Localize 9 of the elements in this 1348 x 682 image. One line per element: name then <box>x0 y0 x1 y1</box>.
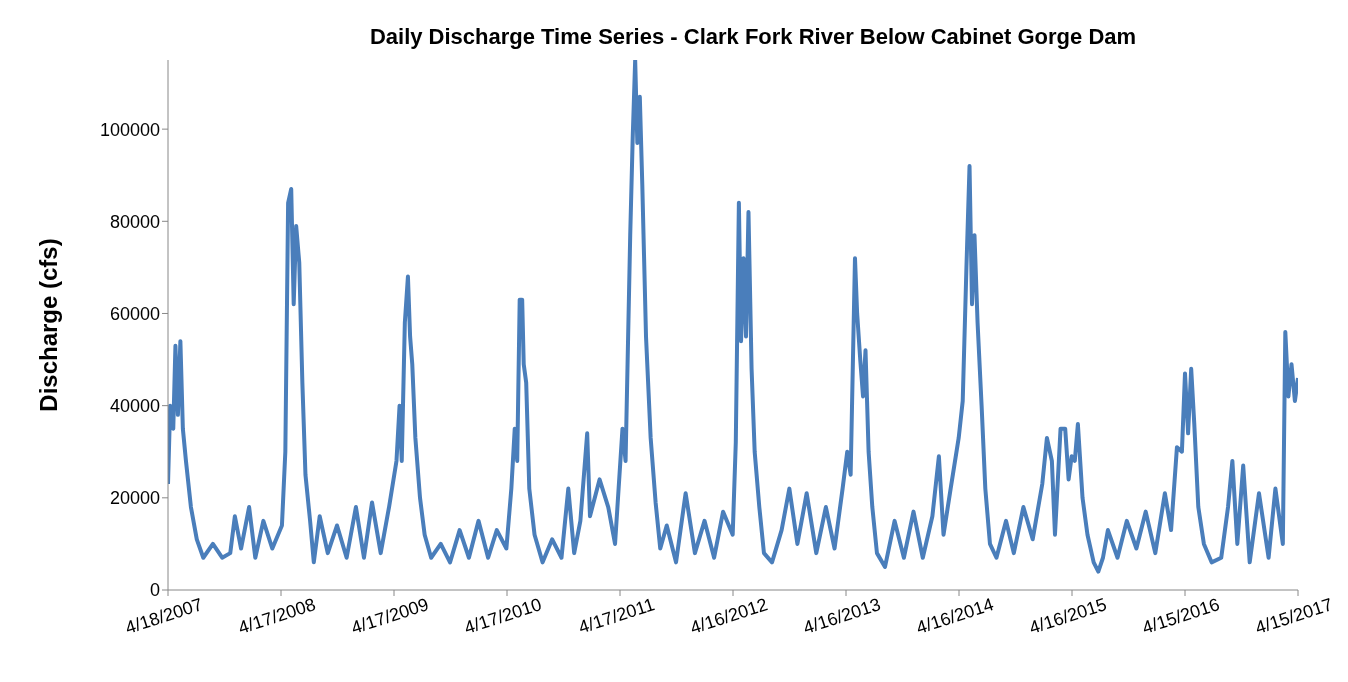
y-tick-label: 0 <box>149 580 160 601</box>
y-tick-label: 80000 <box>109 211 160 232</box>
y-tick-label: 40000 <box>109 396 160 417</box>
line-series <box>168 60 1298 574</box>
chart-title: Daily Discharge Time Series - Clark Fork River Below Cabinet Gorge Dam <box>368 23 1138 50</box>
y-axis-title: Discharge (cfs) <box>34 238 62 412</box>
y-tick-label: 60000 <box>109 303 160 324</box>
y-tick-label: 20000 <box>109 488 160 509</box>
y-tick-label: 100000 <box>99 119 160 140</box>
